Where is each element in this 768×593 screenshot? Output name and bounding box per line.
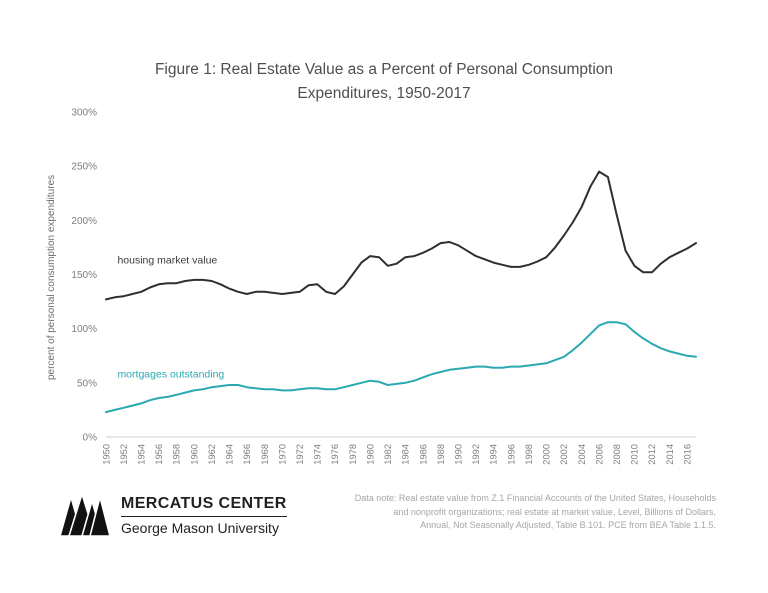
y-axis-tick-label: 250% (71, 162, 97, 173)
x-axis-tick-label: 1980 (365, 444, 375, 465)
x-axis-tick-label: 1978 (348, 444, 358, 465)
x-axis-tick-label: 1964 (225, 444, 235, 465)
x-axis-tick-label: 1968 (260, 444, 270, 465)
x-axis-tick-label: 1952 (119, 444, 129, 465)
x-axis-tick-label: 1972 (295, 444, 305, 465)
x-axis-tick-label: 1976 (330, 444, 340, 465)
series-line-mortgages-outstanding (105, 321, 697, 414)
x-axis-tick-label: 1986 (418, 444, 428, 465)
footer: MERCATUS CENTER George Mason University … (58, 492, 716, 538)
y-axis-tick-label: 300% (71, 108, 97, 119)
series-line-housing-market-value (105, 170, 697, 301)
logo-org-name: MERCATUS CENTER (121, 495, 287, 513)
mercatus-logo: MERCATUS CENTER George Mason University (58, 492, 287, 538)
series-label-housing-market-value: housing market value (117, 255, 217, 267)
y-axis-tick-label: 100% (71, 324, 97, 335)
x-axis-tick-label: 2016 (682, 444, 692, 465)
x-axis-tick-label: 1990 (453, 444, 463, 465)
x-axis-tick-label: 1988 (436, 444, 446, 465)
y-axis-tick-label: 150% (71, 270, 97, 281)
x-axis-tick-label: 1996 (506, 444, 516, 465)
x-axis-tick-label: 2010 (630, 444, 640, 465)
figure-title-line1: Figure 1: Real Estate Value as a Percent… (154, 61, 614, 78)
series-label-mortgages-outstanding: mortgages outstanding (117, 368, 224, 380)
x-axis-tick-label: 1982 (383, 444, 393, 465)
data-note: Data note: Real estate value from Z.1 Fi… (354, 493, 716, 530)
logo-text: MERCATUS CENTER George Mason University (121, 494, 287, 536)
x-axis-tick-label: 2002 (559, 444, 569, 465)
x-axis-tick-label: 2014 (665, 444, 675, 465)
logo-divider (121, 515, 287, 517)
x-axis-tick-label: 1954 (136, 444, 146, 465)
x-axis-tick-label: 1950 (101, 444, 111, 465)
y-axis-tick-label: 0% (83, 433, 98, 444)
x-axis-tick-label: 2008 (612, 444, 622, 465)
x-axis-tick-label: 1956 (154, 444, 164, 465)
y-axis-tick-label: 200% (71, 216, 97, 227)
x-axis-tick-label: 1958 (172, 444, 182, 465)
x-axis-tick-label: 2012 (647, 444, 657, 465)
y-axis-tick-label: 50% (77, 378, 97, 389)
x-axis-tick-label: 1970 (277, 444, 287, 465)
x-axis-tick-label: 1960 (189, 444, 199, 465)
x-axis-tick-label: 1994 (489, 444, 499, 465)
x-axis-tick-label: 1966 (242, 444, 252, 465)
x-axis-tick-label: 2006 (594, 444, 604, 465)
chart-plot: 0% 50% 100% 150% 200% 250% 300% 1950 1952 1954 195… (71, 108, 697, 465)
figure-title: Figure 1: Real Estate Value as a Percent… (0, 58, 768, 106)
logo-university-name: George Mason University (121, 519, 279, 536)
x-axis-tick-label: 1974 (313, 444, 323, 465)
x-axis-tick-label: 1998 (524, 444, 534, 465)
x-axis-tick-label: 1984 (401, 444, 411, 465)
x-axis-tick-label: 2000 (542, 444, 552, 465)
mercatus-logo-icon (58, 492, 112, 537)
x-axis-tick-label: 1962 (207, 444, 217, 465)
x-axis-tick-label: 2004 (577, 444, 587, 465)
figure-title-line2: Expenditures, 1950-2017 (297, 85, 471, 103)
x-axis-tick-label: 1992 (471, 444, 481, 465)
